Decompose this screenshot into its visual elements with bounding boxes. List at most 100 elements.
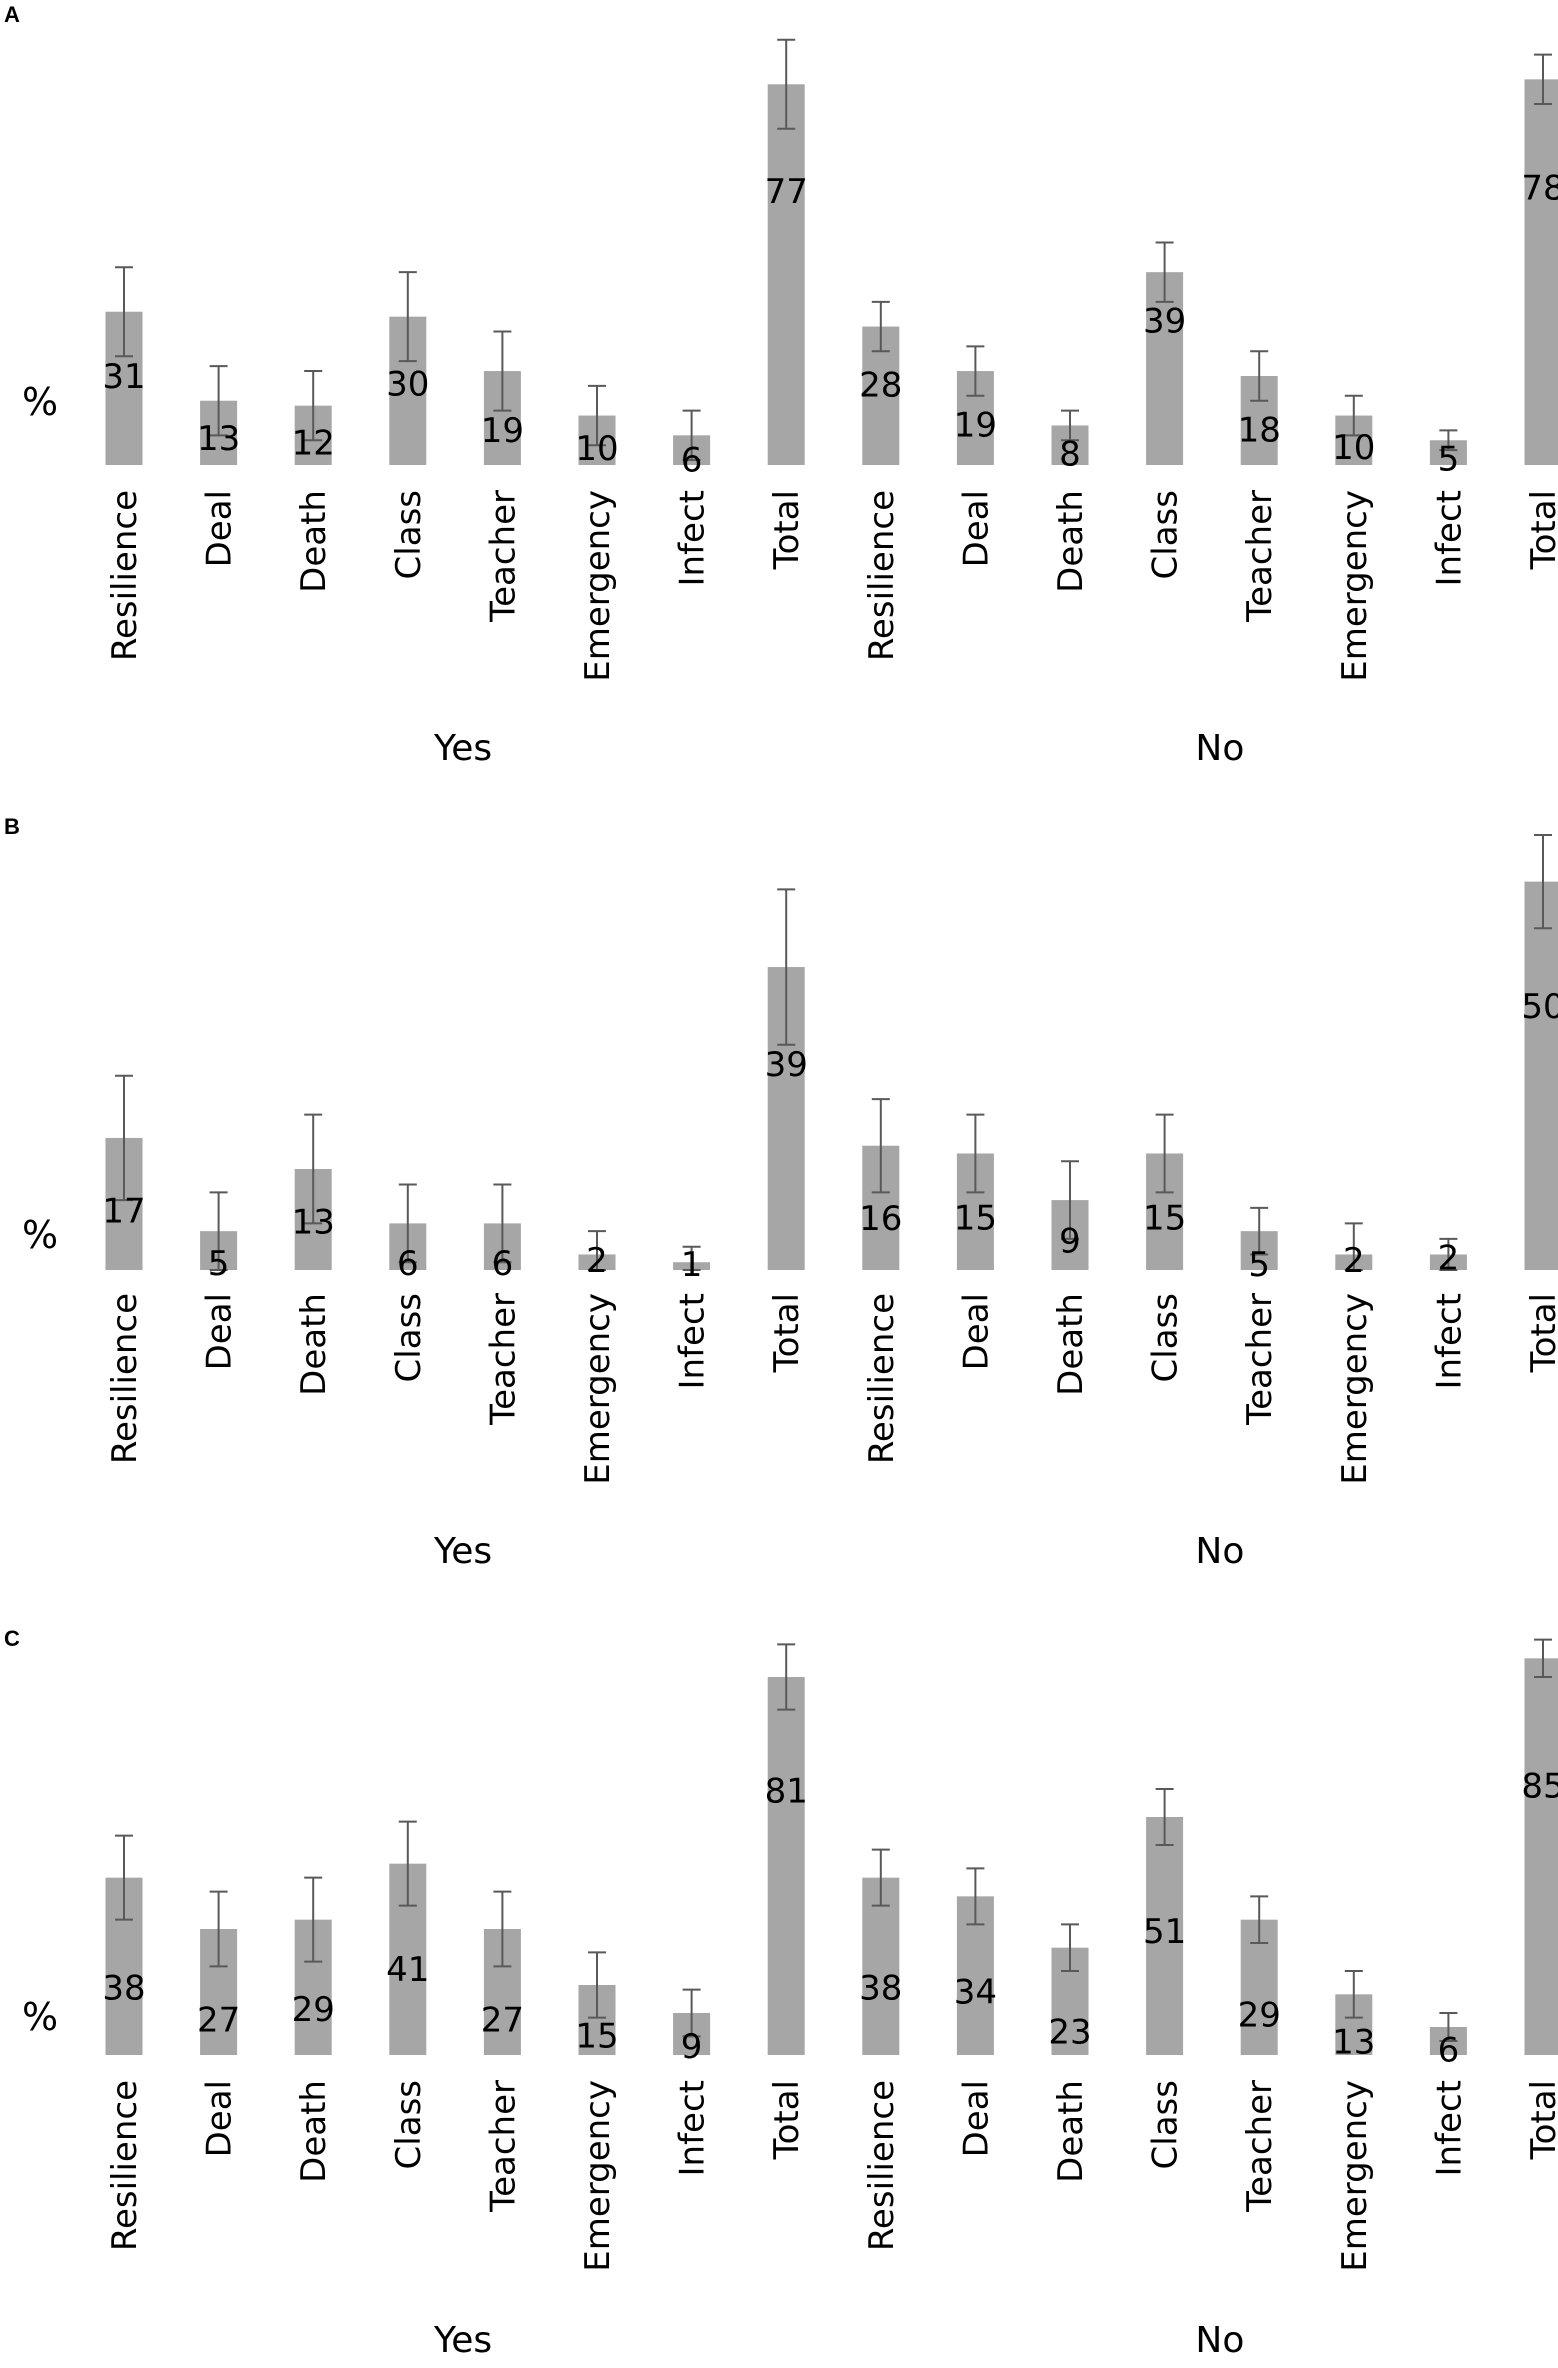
bar-no-total xyxy=(1524,79,1558,465)
value-label: 5 xyxy=(208,1244,230,1284)
panel-a: A% 31 Resilience 13 Deal 12 Death 30 Class 19 Teac… xyxy=(4,2,1558,769)
value-label: 17 xyxy=(102,1192,145,1232)
category-label: Class xyxy=(389,2080,429,2169)
error-bar xyxy=(1439,2012,1458,2042)
category-label: Death xyxy=(1051,2080,1091,2183)
error-bar xyxy=(493,1183,512,1264)
error-bar xyxy=(1344,394,1363,437)
group-label-no: No xyxy=(1195,1531,1244,1572)
value-label: 39 xyxy=(1143,301,1186,341)
category-label: Total xyxy=(767,1293,807,1373)
value-label: 2 xyxy=(1438,1239,1460,1279)
category-label: Deal xyxy=(200,1293,240,1370)
value-label: 38 xyxy=(102,1969,145,2009)
category-label: Infect xyxy=(1429,2080,1469,2177)
category-label: Deal xyxy=(956,490,996,567)
value-label: 6 xyxy=(681,441,703,481)
category-label: Emergency xyxy=(1335,490,1375,682)
value-label: 5 xyxy=(1438,440,1460,480)
error-bar xyxy=(777,888,796,1046)
error-bar xyxy=(1250,1206,1269,1256)
panel-letter: C xyxy=(4,1626,20,1651)
value-label: 27 xyxy=(481,2001,524,2041)
bar-no-resilience xyxy=(862,1877,900,2055)
error-bar xyxy=(777,38,796,130)
category-label: Emergency xyxy=(1335,1293,1375,1485)
error-bar xyxy=(304,1113,323,1225)
category-label: Total xyxy=(1524,2080,1558,2160)
panel-letter: A xyxy=(4,2,20,27)
bar-no-class xyxy=(1146,1817,1184,2055)
category-label: Class xyxy=(389,1293,429,1382)
value-label: 12 xyxy=(292,423,335,463)
category-label: Resilience xyxy=(105,2080,145,2251)
bar-no-total xyxy=(1524,1658,1558,2055)
value-label: 15 xyxy=(1143,1199,1186,1239)
value-label: 9 xyxy=(681,2027,703,2067)
category-label: Total xyxy=(767,2080,807,2160)
category-label: Deal xyxy=(200,2080,240,2157)
group-label-yes: Yes xyxy=(433,1531,492,1572)
panel-c: C% 38 Resilience 27 Deal 29 Death 41 Class 27 Teac… xyxy=(4,1626,1558,2361)
value-label: 29 xyxy=(292,1990,335,2030)
value-label: 13 xyxy=(1332,2023,1375,2063)
value-label: 2 xyxy=(586,1241,608,1281)
category-label: Resilience xyxy=(862,2080,902,2251)
category-label: Resilience xyxy=(862,490,902,661)
category-label: Infect xyxy=(673,1293,713,1390)
category-label: Teacher xyxy=(483,490,523,623)
category-label: Death xyxy=(1051,490,1091,593)
value-label: 15 xyxy=(954,1199,997,1239)
value-label: 50 xyxy=(1521,987,1558,1027)
category-label: Total xyxy=(1524,490,1558,570)
bar-yes-total xyxy=(767,84,805,466)
y-axis-label: % xyxy=(22,1995,58,2039)
error-bar xyxy=(398,1820,417,1907)
panel-letter: B xyxy=(4,814,20,839)
error-bar xyxy=(966,1113,985,1194)
value-label: 51 xyxy=(1143,1912,1186,1952)
category-label: Deal xyxy=(956,1293,996,1370)
value-label: 19 xyxy=(481,411,524,451)
category-label: Infect xyxy=(673,490,713,587)
error-bar xyxy=(682,1988,701,2038)
error-bar xyxy=(1250,350,1269,402)
error-bar xyxy=(1061,409,1079,442)
value-label: 19 xyxy=(954,406,997,446)
value-label: 78 xyxy=(1521,168,1558,208)
category-label: Teacher xyxy=(483,1293,523,1426)
error-bar xyxy=(304,1876,323,1963)
value-label: 30 xyxy=(386,364,429,404)
category-label: Teacher xyxy=(1240,2080,1280,2213)
bar-no-class xyxy=(1146,272,1184,465)
value-label: 31 xyxy=(102,357,145,397)
value-label: 38 xyxy=(859,1969,902,2009)
error-bar xyxy=(1155,1113,1174,1194)
value-label: 77 xyxy=(765,172,808,212)
error-bar xyxy=(1344,1222,1363,1271)
group-label-no: No xyxy=(1195,728,1244,769)
error-bar xyxy=(115,1074,133,1202)
category-label: Death xyxy=(294,490,334,593)
error-bar xyxy=(871,1098,890,1194)
category-label: Death xyxy=(294,1293,334,1396)
error-bar xyxy=(1439,1237,1458,1271)
value-label: 81 xyxy=(765,1771,808,1811)
error-bar xyxy=(1534,1638,1552,1678)
value-label: 41 xyxy=(386,1950,429,1990)
error-bar xyxy=(209,1890,228,1968)
category-label: Teacher xyxy=(1240,1293,1280,1426)
error-bar xyxy=(966,1867,985,1926)
group-label-yes: Yes xyxy=(433,2320,492,2361)
value-label: 2 xyxy=(1343,1241,1365,1281)
value-label: 6 xyxy=(492,1244,514,1284)
y-axis-label: % xyxy=(22,380,58,424)
bar-yes-total xyxy=(767,1677,805,2055)
category-label: Emergency xyxy=(578,1293,618,1485)
value-label: 10 xyxy=(575,429,618,469)
category-label: Infect xyxy=(1429,490,1469,587)
category-label: Teacher xyxy=(483,2080,523,2213)
category-label: Deal xyxy=(200,490,240,567)
category-label: Emergency xyxy=(578,2080,618,2272)
value-label: 29 xyxy=(1238,1995,1281,2035)
